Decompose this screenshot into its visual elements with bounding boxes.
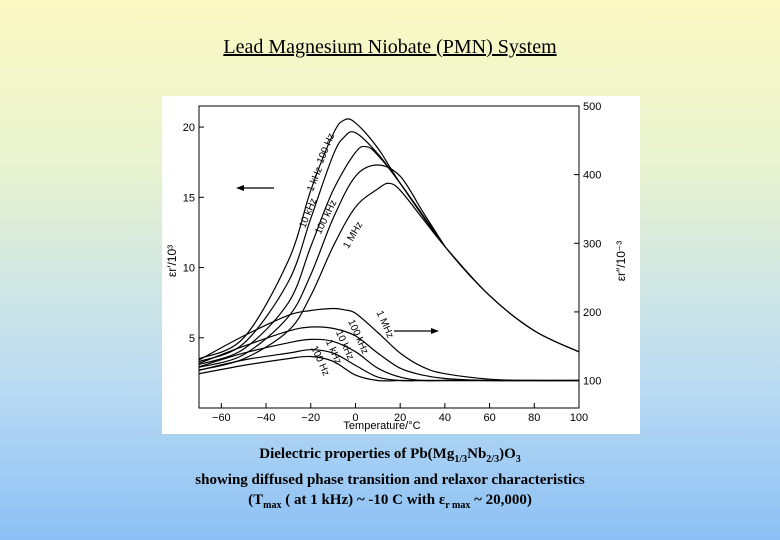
caption-sub-rmax: r max	[445, 500, 471, 511]
x-tick-label: 80	[528, 412, 540, 424]
caption-line-3: (Tmax ( at 1 kHz) ~ -10 C with εr max ~ …	[0, 490, 780, 516]
dielectric-chart: −60 −40 −20 0 20 40 60 80 100 5 10 15 20 100 200 300 400…	[162, 96, 640, 434]
x-tick-label: 60	[483, 412, 495, 424]
caption-sub-mg: 1/3	[454, 454, 468, 465]
y-left-tick-label: 20	[183, 122, 195, 134]
caption-formula-nb: Nb	[467, 446, 487, 462]
arrow-right	[394, 328, 439, 334]
caption-eps-value: ~ 20,000)	[470, 492, 532, 508]
y-right-tick-label: 100	[583, 376, 601, 388]
caption-formula-o: )O	[499, 446, 516, 462]
caption-tmax-text: ( at 1 kHz) ~ -10 C with	[281, 492, 439, 508]
imag-series-100-hz	[198, 355, 579, 382]
y-right-tick-label: 500	[583, 101, 601, 113]
y-right-axis-label: εr″/10⁻³	[614, 241, 628, 282]
x-tick-label: 100	[570, 412, 588, 424]
caption-epsilon: ε	[438, 492, 446, 508]
real-series-1-mhz	[198, 182, 580, 371]
x-tick-label: −60	[212, 412, 231, 424]
caption-line-2: showing diffused phase transition and re…	[195, 472, 585, 488]
y-right-tick-label: 400	[583, 170, 601, 182]
chart-background	[162, 96, 640, 434]
x-axis-label: Temperature/°C	[343, 420, 420, 432]
y-left-axis-label: εr′/10³	[165, 245, 179, 277]
y-left-tick-label: 10	[183, 263, 195, 275]
arrow-left	[236, 185, 274, 191]
caption-sub-nb: 2/3	[486, 454, 500, 465]
plot-frame	[198, 105, 580, 409]
page-title: Lead Magnesium Niobate (PMN) System	[223, 36, 557, 58]
chart-svg: −60 −40 −20 0 20 40 60 80 100 5 10 15 20 100 200 300 400…	[162, 96, 640, 434]
y-left-tick-label: 15	[183, 192, 195, 204]
imag-series-1-mhz	[198, 307, 580, 382]
caption-sub-o: 3	[515, 454, 521, 465]
y-right-tick-label: 300	[583, 238, 601, 250]
x-tick-label: 0	[352, 412, 358, 424]
caption-formula-prefix: Dielectric properties of Pb(Mg	[259, 446, 455, 462]
figure-caption: Dielectric properties of Pb(Mg1/3Nb2/3)O…	[0, 444, 780, 516]
y-right-tick-label: 200	[583, 307, 601, 319]
x-tick-label: 20	[394, 412, 406, 424]
caption-line-1: Dielectric properties of Pb(Mg1/3Nb2/3)O…	[0, 444, 780, 470]
x-tick-label: 40	[439, 412, 451, 424]
arrow-left-head	[236, 185, 244, 191]
y-left-tick-label: 5	[189, 333, 195, 345]
curves-layer	[198, 118, 580, 382]
caption-sub-max: max	[263, 500, 282, 511]
x-tick-label: −40	[257, 412, 276, 424]
x-tick-label: −20	[301, 412, 320, 424]
ticks-layer	[199, 105, 580, 408]
arrow-right-head	[431, 328, 439, 334]
caption-tmax-prefix: (T	[248, 492, 264, 508]
